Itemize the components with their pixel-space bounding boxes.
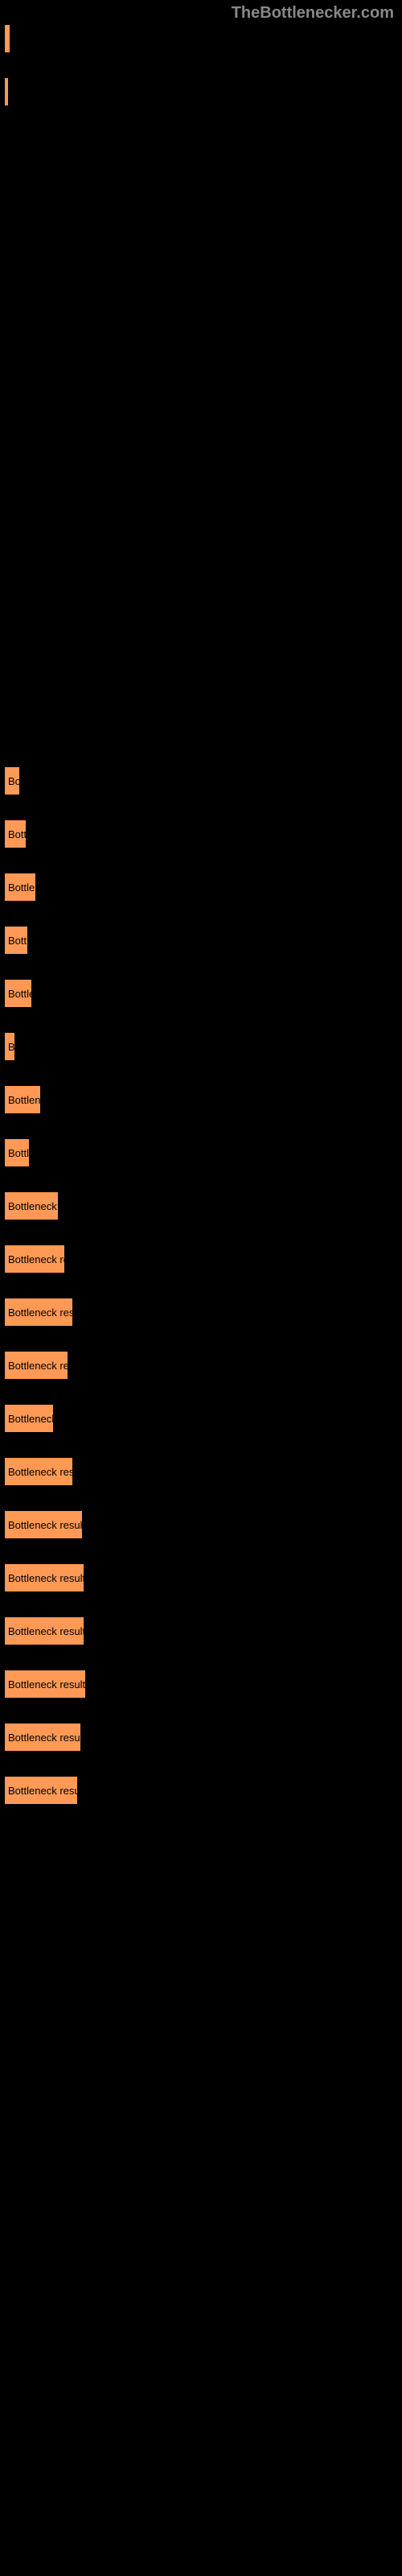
bar: Bottleneck r <box>4 1191 59 1220</box>
bar: Bottleneck resu <box>4 1298 73 1327</box>
bar-row: Bottleneck <box>4 1404 398 1433</box>
bar: Bottleneck resu <box>4 1457 73 1486</box>
bar: Bottleneck re <box>4 1245 65 1274</box>
main-bars-section: Bo Bott Bottlen Bott Bottle B Bottlene Bottl Bot… <box>4 766 398 1805</box>
bar: Bottle <box>4 979 32 1008</box>
bar-row: Bottleneck r <box>4 1191 398 1220</box>
bar: Bottleneck result <box>4 1616 84 1645</box>
bar-row: Bottleneck resu <box>4 1457 398 1486</box>
bar-row: Bottleneck res <box>4 1351 398 1380</box>
bar: Bottlen <box>4 873 36 902</box>
bar-row: Bo <box>4 766 398 795</box>
bar: Bottlene <box>4 1085 41 1114</box>
bar: Bott <box>4 819 27 848</box>
bar: Bottleneck result <box>4 1510 83 1539</box>
bar <box>4 24 10 53</box>
bar-row: Bottlene <box>4 1085 398 1114</box>
bar-row: Bott <box>4 926 398 955</box>
bar-row <box>4 24 398 53</box>
bar-row: Bottleneck result <box>4 1563 398 1592</box>
chart-container: Bo Bott Bottlen Bott Bottle B Bottlene Bottl Bot… <box>0 0 402 1845</box>
bar-row <box>4 77 398 106</box>
bar-row: Bottleneck resu <box>4 1298 398 1327</box>
bar-row: Bottleneck result <box>4 1723 398 1752</box>
bar-row: Bottleneck resul <box>4 1776 398 1805</box>
bar-row: Bottle <box>4 979 398 1008</box>
bar: Bottleneck result <box>4 1563 84 1592</box>
bar: Bott <box>4 926 28 955</box>
top-bars-section <box>4 24 398 106</box>
bar: Bottleneck result <box>4 1670 86 1699</box>
bar <box>4 77 9 106</box>
bar-row: Bottleneck result <box>4 1616 398 1645</box>
bar: Bottleneck result <box>4 1723 81 1752</box>
bar-row: Bott <box>4 819 398 848</box>
bar: B <box>4 1032 15 1061</box>
watermark: TheBottlenecker.com <box>232 4 394 23</box>
bar: Bottleneck res <box>4 1351 68 1380</box>
bar: Bottleneck resul <box>4 1776 78 1805</box>
bar-row: Bottleneck result <box>4 1670 398 1699</box>
bar-row: Bottleneck re <box>4 1245 398 1274</box>
bar-row: B <box>4 1032 398 1061</box>
bar-row: Bottleneck result <box>4 1510 398 1539</box>
bar-row: Bottlen <box>4 873 398 902</box>
bar: Bottl <box>4 1138 30 1167</box>
bar: Bottleneck <box>4 1404 54 1433</box>
bar: Bo <box>4 766 20 795</box>
bar-row: Bottl <box>4 1138 398 1167</box>
